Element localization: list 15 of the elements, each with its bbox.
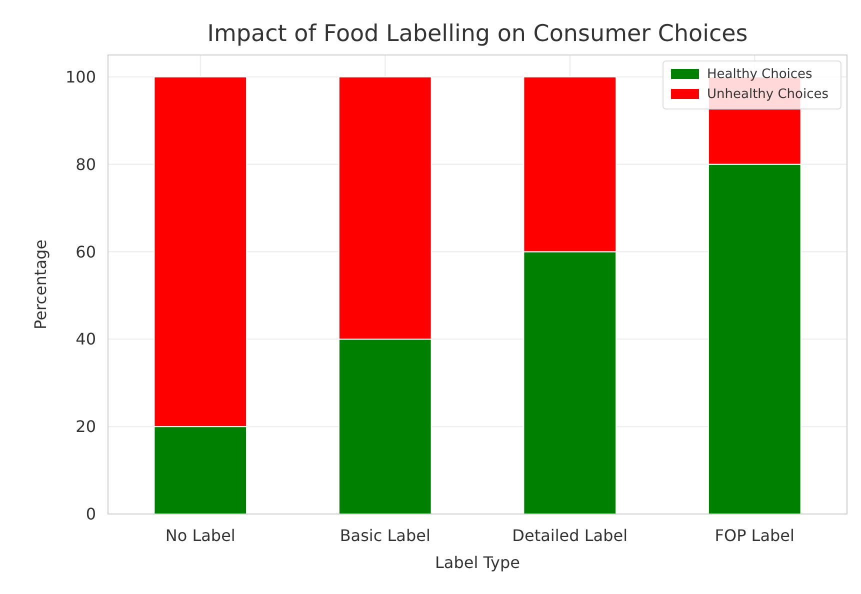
y-axis-title: Percentage: [31, 239, 50, 330]
chart-title: Impact of Food Labelling on Consumer Choices: [207, 21, 748, 47]
y-tick-label: 0: [86, 504, 96, 524]
y-tick-label: 100: [65, 67, 96, 86]
legend-label: Healthy Choices: [707, 67, 813, 82]
y-tick-label: 60: [76, 242, 96, 262]
x-tick-label: FOP Label: [714, 526, 794, 545]
x-tick-label: Detailed Label: [512, 526, 628, 545]
x-tick-label: No Label: [165, 526, 236, 545]
y-tick-label: 40: [76, 330, 96, 349]
x-tick-label: Basic Label: [340, 526, 430, 545]
y-tick-label: 20: [76, 417, 96, 436]
x-axis-title: Label Type: [435, 553, 520, 572]
legend-label: Unhealthy Choices: [707, 87, 829, 102]
y-tick-label: 80: [76, 154, 96, 174]
